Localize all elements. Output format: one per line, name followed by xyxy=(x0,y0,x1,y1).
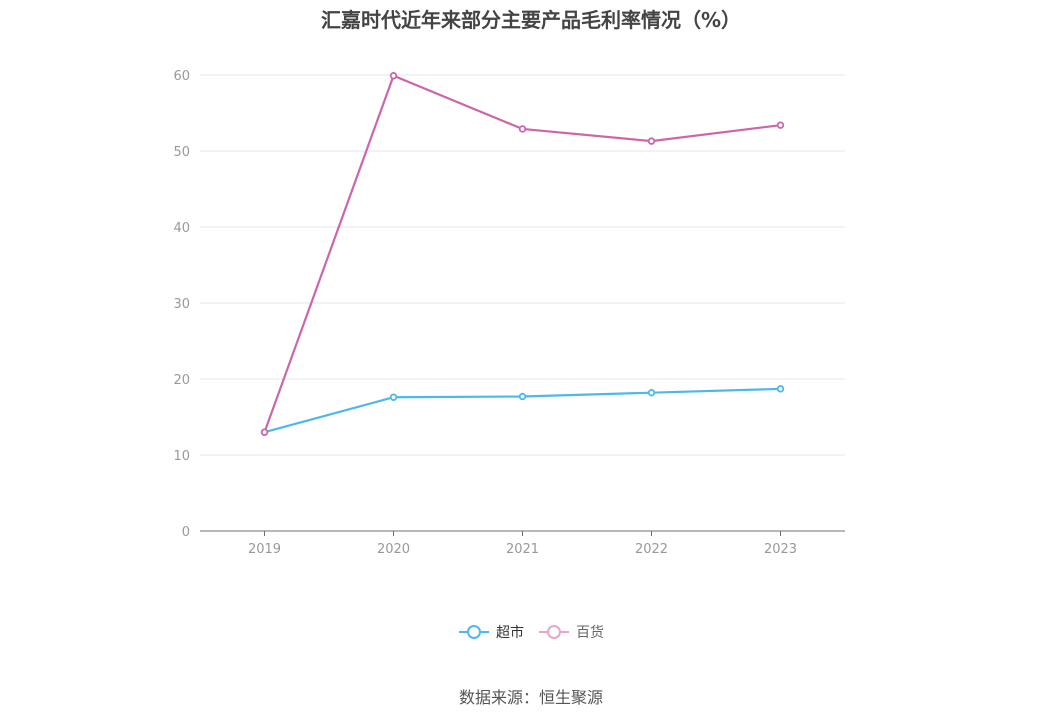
y-tick-label: 60 xyxy=(173,69,190,84)
y-tick-label: 40 xyxy=(173,221,190,236)
x-axis: 2019 2020 2021 2022 2023 xyxy=(200,530,845,557)
grid-lines xyxy=(200,74,845,456)
series-lines xyxy=(260,72,785,436)
y-tick-label: 50 xyxy=(173,145,190,160)
x-tick-label: 2019 xyxy=(248,542,281,557)
data-point[interactable] xyxy=(647,137,656,145)
y-tick-label: 20 xyxy=(173,373,190,388)
legend-label: 百货 xyxy=(576,625,604,641)
legend-label: 超市 xyxy=(496,625,524,641)
chart-title: 汇嘉时代近年来部分主要产品毛利率情况（%） xyxy=(320,8,742,32)
data-source: 数据来源：恒生聚源 xyxy=(458,688,603,707)
x-tick-label: 2021 xyxy=(506,542,539,557)
y-tick-label: 10 xyxy=(173,449,190,464)
data-point[interactable] xyxy=(389,72,398,80)
x-tick-label: 2023 xyxy=(764,542,797,557)
x-tick-label: 2022 xyxy=(635,542,668,557)
data-point[interactable] xyxy=(518,125,527,133)
y-axis-ticks: 0 10 20 30 40 50 60 xyxy=(173,69,190,540)
data-point[interactable] xyxy=(389,393,398,401)
legend-marker-icon xyxy=(539,625,569,639)
legend-item-supermarket[interactable]: 超市 xyxy=(458,622,524,642)
x-tick-label: 2020 xyxy=(377,542,410,557)
data-point[interactable] xyxy=(260,428,269,436)
y-tick-label: 0 xyxy=(182,525,190,540)
data-point[interactable] xyxy=(776,385,785,393)
y-tick-label: 30 xyxy=(173,297,190,312)
legend-item-department-store[interactable]: 百货 xyxy=(538,622,604,642)
legend: 超市 百货 xyxy=(0,622,1062,642)
data-point[interactable] xyxy=(776,121,785,129)
data-point[interactable] xyxy=(647,388,656,397)
legend-marker-icon xyxy=(459,625,489,639)
data-point[interactable] xyxy=(518,392,527,401)
